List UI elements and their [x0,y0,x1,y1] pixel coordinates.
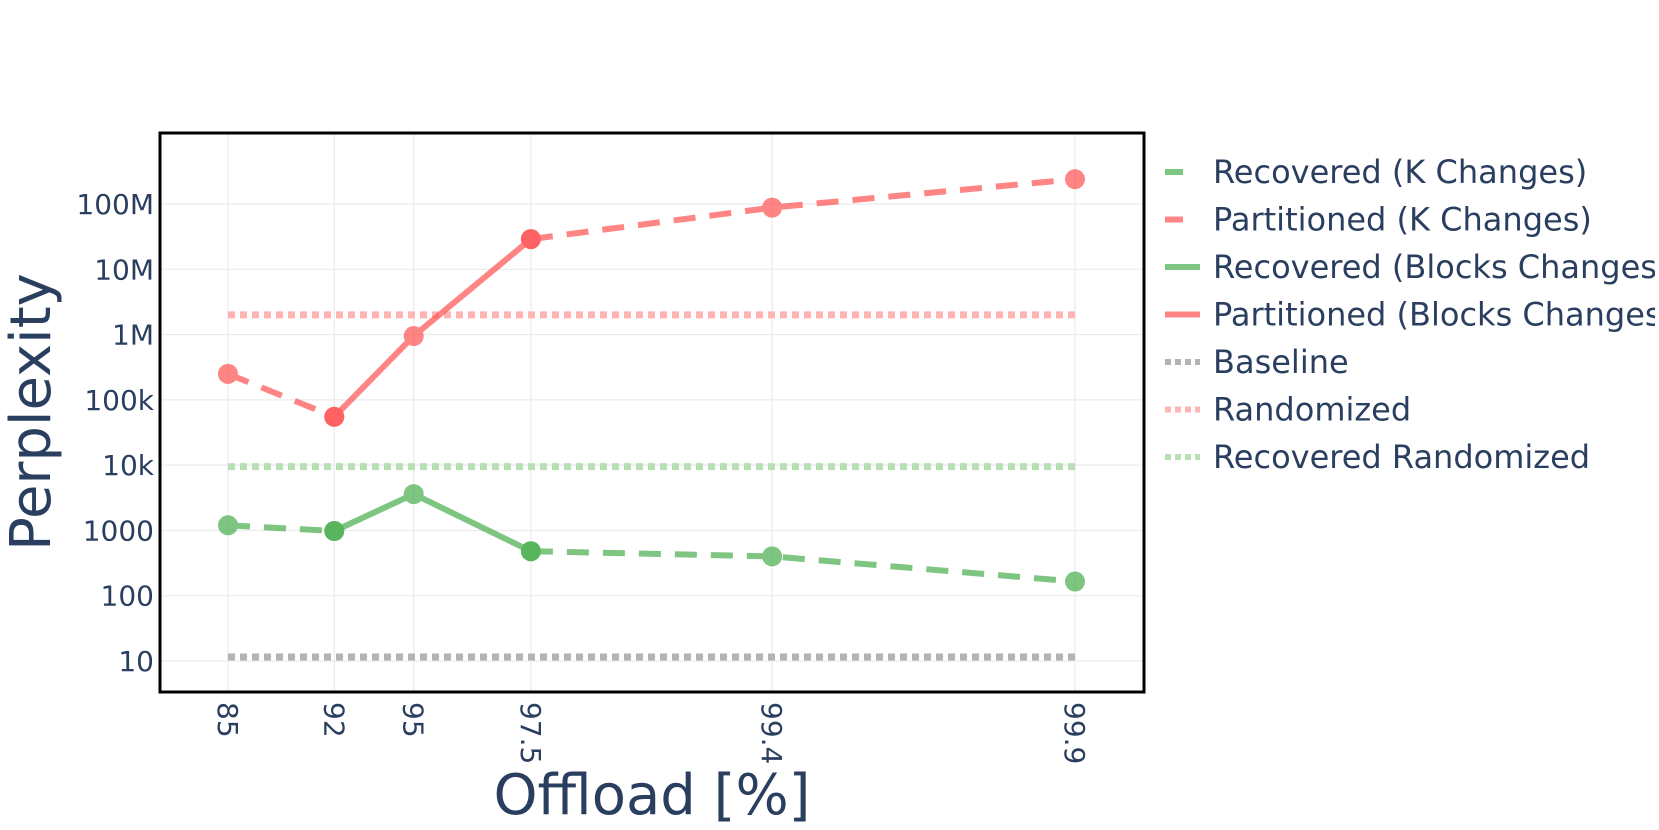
y-tick-label: 100k [84,384,154,417]
x-tick-label: 97.5 [514,702,547,764]
data-point [218,515,238,536]
y-tick-label: 1M [112,319,154,352]
series-layer [218,169,1085,661]
data-point [762,197,783,218]
legend-label: Randomized [1213,391,1411,429]
y-tick-label: 100 [101,580,154,613]
data-point [218,363,238,384]
legend-label: Recovered (K Changes) [1213,153,1587,191]
y-tick-label: 10M [94,253,154,286]
series-line [530,548,1076,585]
data-point [324,521,345,542]
data-point [324,406,345,427]
legend-label: Partitioned (Blocks Changes) [1213,296,1659,334]
data-point [1065,169,1085,190]
y-tick-label: 10k [102,449,155,482]
series-partitioned-blocks-changes [324,229,541,427]
legend-label: Partitioned (K Changes) [1213,201,1592,239]
legend-label: Recovered (Blocks Changes) [1213,248,1659,286]
series-line [530,176,1076,243]
y-tick-label: 1000 [83,514,154,547]
legend-label: Recovered Randomized [1213,438,1590,476]
legend-item: Recovered Randomized [1165,438,1590,476]
legend-item: Recovered (Blocks Changes) [1165,248,1659,286]
data-point [1065,571,1085,592]
legend-item: Partitioned (K Changes) [1165,201,1592,239]
data-point [520,229,541,250]
series-line [227,522,335,534]
data-point [520,541,541,562]
data-point [762,546,783,567]
plot-frame [158,131,1146,694]
legend-label: Baseline [1213,343,1349,381]
x-tick-label: 92 [317,702,350,738]
legend-items: Recovered (K Changes) Partitioned (K Chan… [1165,153,1659,476]
legend-item: Baseline [1165,343,1349,381]
x-tick-label: 85 [211,702,244,738]
series-recovered-blocks-changes [324,484,541,562]
y-tick-label: 100M [76,188,154,221]
legend-item: Partitioned (Blocks Changes) [1165,296,1659,334]
data-point [403,326,424,347]
legend-item: Recovered (K Changes) [1165,153,1587,191]
x-axis-ticks: 85 92 95 97.5 99.4 99.9 [211,702,1091,764]
series-line [226,371,336,420]
y-axis-ticks: 10 100 1000 10k 100k 1M 10M 100M [76,188,154,678]
legend: Recovered (K Changes) Partitioned (K Chan… [1165,153,1659,476]
x-tick-label: 99.4 [755,702,788,764]
y-axis-title: Perplexity [0,273,64,551]
legend-item: Randomized [1165,391,1411,429]
x-axis-title: Offload [%] [493,763,810,828]
x-tick-label: 95 [397,702,430,738]
y-tick-label: 10 [118,645,154,678]
x-tick-label: 99.9 [1058,702,1091,764]
data-point [403,484,424,505]
